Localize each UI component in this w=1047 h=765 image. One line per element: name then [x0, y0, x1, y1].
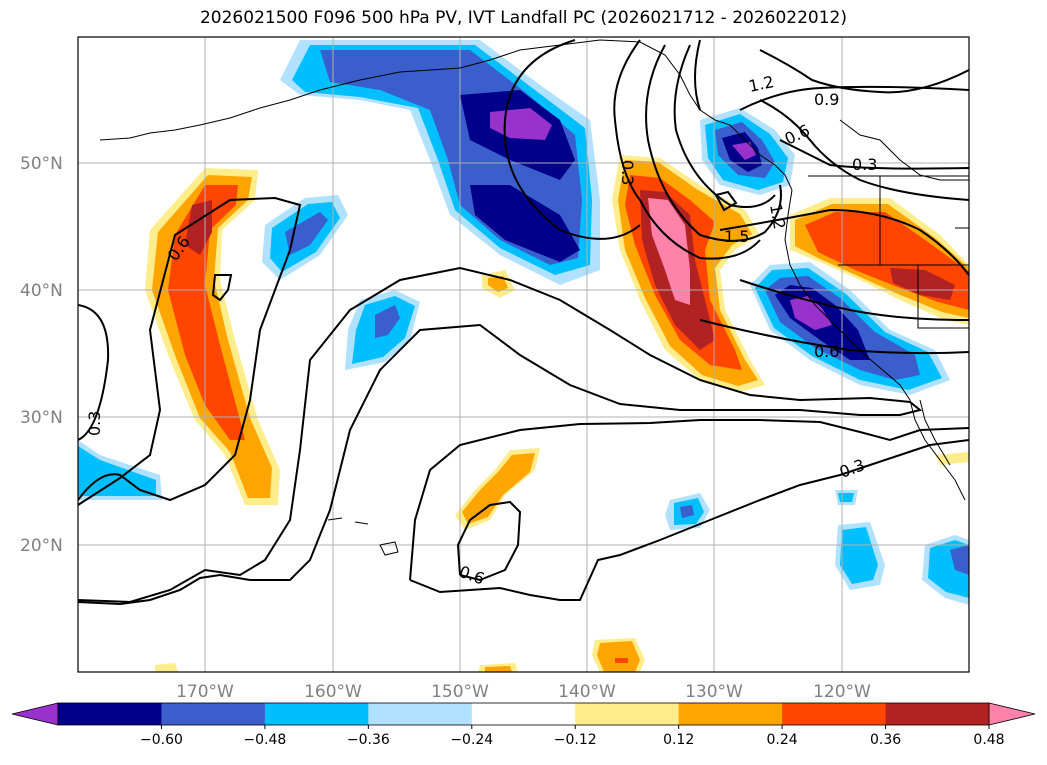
colorbar-tick-label: −0.24 — [450, 732, 493, 748]
lat-label: 40°N — [20, 281, 63, 301]
contour-label: 0.3 — [85, 411, 104, 436]
colorbar-tick-label: −0.48 — [243, 732, 286, 748]
lon-label: 140°W — [558, 682, 616, 702]
colorbar-tick-label: 0.24 — [767, 732, 798, 748]
colorbar-tick-label: −0.60 — [140, 732, 183, 748]
colorbar-tick-label: 0.48 — [973, 732, 1004, 748]
colorbar: −0.60 −0.48 −0.36 −0.24 −0.12 0.12 0.24 0.36 0.4… — [11, 702, 1036, 748]
colorbar-extend-low — [11, 702, 59, 726]
lat-label: 30°N — [20, 408, 63, 428]
lon-label: 150°W — [431, 682, 489, 702]
colorbar-tick-label: 0.36 — [870, 732, 901, 748]
contour-labels: 1.2 0.9 0.6 0.3 1.5 1.2 0.3 0.6 0.6 0.3 … — [85, 72, 877, 588]
contour-label: 0.9 — [814, 90, 839, 109]
colorbar-border — [57, 702, 990, 726]
colorbar-cell — [58, 703, 162, 725]
contour-label: 0.3 — [852, 155, 877, 174]
colorbar-cell — [264, 703, 369, 725]
contour-label: 1.2 — [747, 72, 776, 96]
lon-label: 160°W — [304, 682, 362, 702]
contour-label: 0.6 — [814, 342, 839, 361]
colorbar-tick-label: −0.12 — [554, 732, 597, 748]
colorbar-cell — [368, 703, 473, 725]
lon-label: 170°W — [176, 682, 234, 702]
lat-label: 50°N — [20, 154, 63, 174]
contour-label: 1.5 — [724, 227, 749, 246]
map-border — [77, 36, 970, 673]
map-title: 2026021500 F096 500 hPa PV, IVT Landfall… — [199, 8, 847, 28]
contour-label: 1.2 — [766, 202, 789, 230]
colorbar-cell — [678, 703, 783, 725]
colorbar-tick-label: 0.12 — [663, 732, 694, 748]
colorbar-cell — [161, 703, 266, 725]
coastlines — [99, 39, 969, 556]
colorbar-cell — [575, 703, 680, 725]
contour-label: 0.3 — [618, 160, 637, 185]
ivt-contours — [78, 39, 969, 606]
lon-label: 130°W — [685, 682, 743, 702]
colorbar-extend-high — [988, 702, 1036, 726]
colorbar-cell — [782, 703, 887, 725]
colorbar-cell — [471, 703, 576, 725]
graticule — [78, 37, 969, 672]
colorbar-cell — [885, 703, 990, 725]
lat-label: 20°N — [20, 536, 63, 556]
colorbar-tick-label: −0.36 — [347, 732, 390, 748]
lon-label: 120°W — [813, 682, 871, 702]
